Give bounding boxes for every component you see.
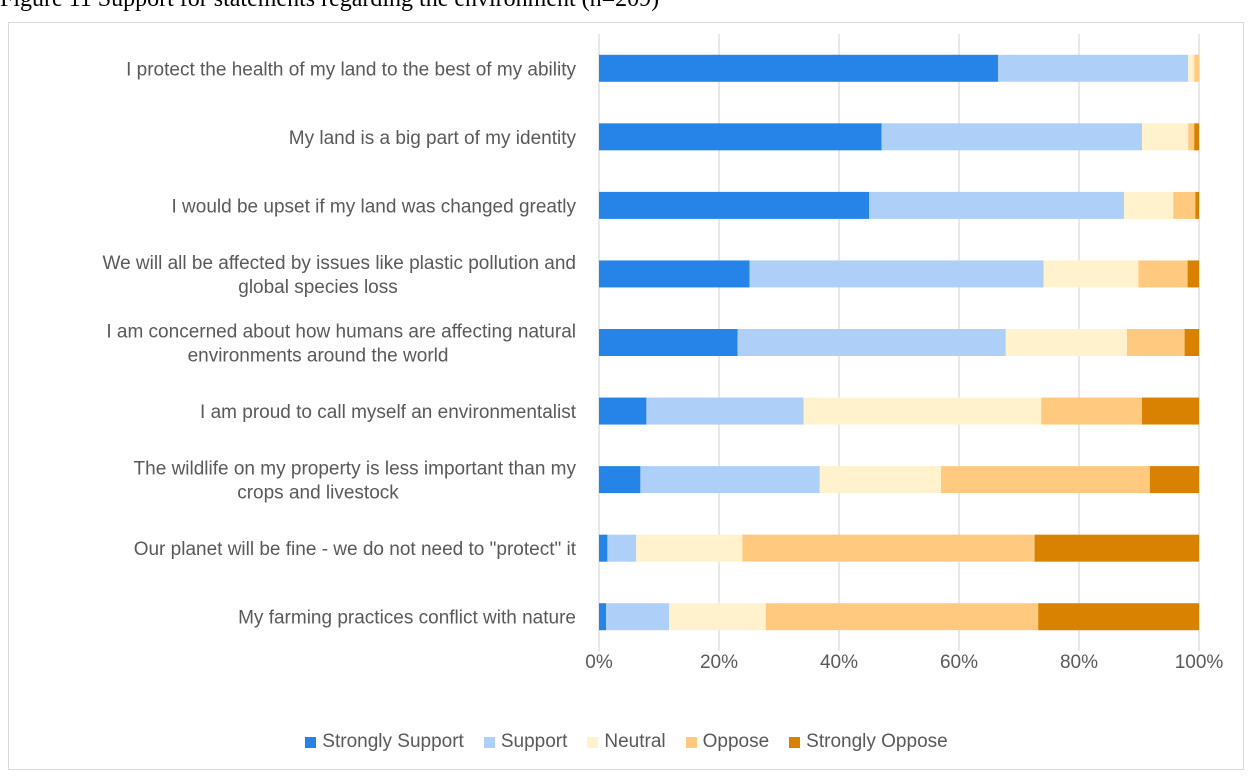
bar-segment <box>1142 123 1189 151</box>
legend-swatch <box>483 736 495 748</box>
category-label: The wildlife on my property is less impo… <box>134 459 577 480</box>
legend-swatch <box>789 736 801 748</box>
bar-segment <box>599 329 738 356</box>
chart-legend: Strongly Support Support Neutral Oppose Stro… <box>0 730 1253 754</box>
legend-label: Support <box>500 731 568 752</box>
legend-item: Neutral <box>587 731 666 753</box>
bar-segment <box>749 260 1044 288</box>
category-label: We will all be affected by issues like p… <box>103 253 577 274</box>
category-label: crops and livestock <box>237 483 399 504</box>
category-label: My land is a big part of my identity <box>289 128 577 149</box>
x-tick-label: 40% <box>820 652 858 673</box>
bar-segment <box>737 329 1006 356</box>
legend-label: Oppose <box>702 731 770 752</box>
legend-item: Support <box>483 731 568 753</box>
bar-segment <box>1149 466 1199 494</box>
bar-segment <box>669 603 766 631</box>
bar-segment <box>1138 260 1188 288</box>
category-label: I would be upset if my land was changed … <box>171 196 576 217</box>
bar-segment <box>1124 191 1174 219</box>
legend-swatch <box>587 736 599 748</box>
legend-item: Strongly Oppose <box>789 731 948 753</box>
bar-segment <box>599 191 869 219</box>
x-tick-label: 100% <box>1175 652 1224 673</box>
bar-segment <box>941 466 1150 494</box>
x-tick-label: 0% <box>585 652 613 673</box>
bar-segment <box>742 534 1035 562</box>
bar-segment <box>1034 534 1199 562</box>
bar-segment <box>636 534 743 562</box>
bar-segment <box>1142 397 1199 425</box>
bar-segment <box>1188 123 1195 151</box>
category-label: I am proud to call myself an environment… <box>200 402 577 423</box>
bar-segment <box>1194 123 1199 151</box>
category-label: environments around the world <box>188 346 449 367</box>
category-label: global species loss <box>238 277 397 298</box>
bar-segment <box>599 603 607 631</box>
bar-segment <box>1005 329 1127 356</box>
bar-segment <box>765 603 1039 631</box>
figure-caption: Figure 11 Support for statements regardi… <box>0 0 659 13</box>
bar-segment <box>998 54 1189 82</box>
bar-segment <box>599 54 998 82</box>
legend-item: Oppose <box>685 731 770 753</box>
bar-segment <box>1187 260 1199 288</box>
bar-segment <box>606 603 670 631</box>
bar-segment <box>1188 54 1195 82</box>
bar-segment <box>599 123 882 151</box>
bar-segment <box>607 534 637 562</box>
legend-label: Strongly Support <box>322 731 464 752</box>
category-label: My farming practices conflict with natur… <box>238 608 576 629</box>
bar-segment <box>599 466 641 494</box>
bar-segment <box>1194 54 1199 82</box>
bar-segment <box>1127 329 1185 356</box>
bar-segment <box>1041 397 1142 425</box>
legend-swatch <box>685 736 697 748</box>
bar-segment <box>599 260 750 288</box>
bar-segment <box>819 466 941 494</box>
bar-segment <box>599 534 608 562</box>
bar-segment <box>1038 603 1199 631</box>
bar-segment <box>881 123 1142 151</box>
category-label: I protect the health of my land to the b… <box>126 59 576 80</box>
category-label: I am concerned about how humans are affe… <box>106 322 576 343</box>
x-tick-label: 60% <box>940 652 978 673</box>
x-tick-label: 80% <box>1060 652 1098 673</box>
bar-segment <box>646 397 804 425</box>
legend-swatch <box>305 736 317 748</box>
bar-segment <box>1184 329 1199 356</box>
x-tick-label: 20% <box>700 652 738 673</box>
bar-segment <box>640 466 820 494</box>
bar-segment <box>1043 260 1139 288</box>
bar-segment <box>803 397 1042 425</box>
bar-segment <box>1195 191 1199 219</box>
bar-segment <box>1173 191 1196 219</box>
bar-segment <box>599 397 647 425</box>
bar-segment <box>869 191 1124 219</box>
legend-label: Neutral <box>604 731 666 752</box>
legend-label: Strongly Oppose <box>806 731 948 752</box>
category-label: Our planet will be fine - we do not need… <box>134 539 577 560</box>
legend-item: Strongly Support <box>305 731 464 753</box>
